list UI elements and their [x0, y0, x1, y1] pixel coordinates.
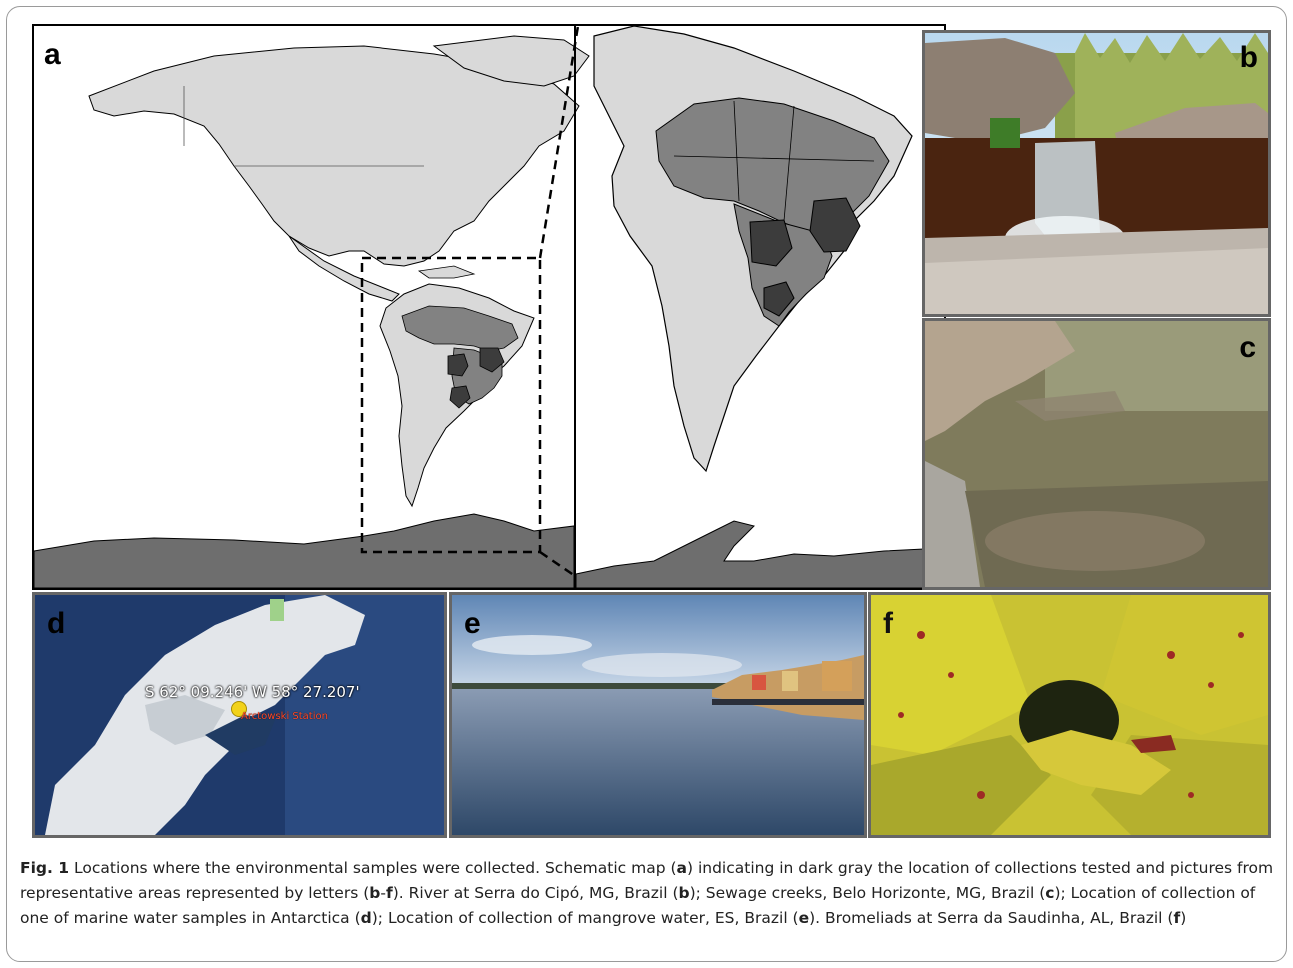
- caption-text: Locations where the environmental sample…: [69, 859, 677, 877]
- americas-map-left: [34, 35, 590, 588]
- americas-map: [34, 26, 944, 588]
- caption-bold: b: [369, 884, 381, 902]
- central-america-shape: [288, 235, 400, 302]
- station-label: Arctowski Station: [241, 711, 328, 722]
- panel-letter-d: d: [47, 607, 66, 640]
- caption-text: -: [380, 884, 386, 902]
- caption-bold: c: [1045, 884, 1055, 902]
- waterfall-photo: [925, 33, 1268, 314]
- panel-f-photo: f: [868, 592, 1271, 838]
- panel-d-satellite: S 62° 09.246' W 58° 27.207' Arctowski St…: [32, 592, 447, 838]
- caption-text: ); Location of collection of one of mari…: [20, 884, 1256, 927]
- coordinate-label: S 62° 09.246' W 58° 27.207': [145, 683, 360, 701]
- caption-bold: f: [1173, 909, 1181, 927]
- panel-letter-e: e: [464, 607, 481, 640]
- inset-box: [360, 256, 542, 554]
- panel-letter-f: f: [883, 607, 893, 640]
- connector-top: [538, 26, 580, 259]
- south-america-zoom: [575, 26, 944, 588]
- figure-caption: Fig. 1 Locations where the environmental…: [20, 856, 1275, 931]
- panel-a-map: a: [32, 24, 946, 590]
- caption-text: ); Sewage creeks, Belo Horizonte, MG, Br…: [689, 884, 1046, 902]
- caption-text: ) indicating in dark gray the location o…: [20, 859, 1274, 902]
- antarctica-shape-right: [575, 520, 944, 588]
- caption-bold: e: [798, 909, 810, 927]
- panel-e-photo: e: [449, 592, 867, 838]
- caption-bold: a: [676, 859, 687, 877]
- mangrove-photo: [452, 595, 864, 835]
- caption-text: ). River at Serra do Cipó, MG, Brazil (: [392, 884, 679, 902]
- bromeliad-photo: [871, 595, 1268, 835]
- caption-label: Fig. 1: [20, 859, 70, 877]
- creek-photo: [925, 321, 1268, 587]
- panel-b-photo: b: [922, 30, 1271, 317]
- caption-text: ). Bromeliads at Serra da Saudinha, AL, …: [809, 909, 1174, 927]
- dark-state-zoom-2: [809, 197, 861, 253]
- dark-state-zoom-3: [763, 281, 795, 317]
- greenland-shape: [432, 35, 590, 87]
- caption-bold: b: [678, 884, 690, 902]
- caption-bold: f: [385, 884, 393, 902]
- caption-bold: d: [360, 909, 372, 927]
- caption-text: ); Location of collection of mangrove wa…: [371, 909, 799, 927]
- dark-state-2: [479, 347, 505, 373]
- connector-bottom: [539, 550, 579, 580]
- dark-state-3: [449, 385, 471, 409]
- panel-c-photo: c: [922, 318, 1271, 590]
- satellite-image: [35, 595, 444, 835]
- dark-state-1: [447, 353, 469, 377]
- map-pin-icon: [231, 701, 247, 717]
- caption-text: ): [1180, 909, 1187, 927]
- panel-letter-a: a: [44, 38, 61, 71]
- panel-letter-c: c: [1239, 331, 1256, 364]
- panel-letter-b: b: [1239, 41, 1258, 74]
- dark-state-zoom-1: [749, 219, 793, 267]
